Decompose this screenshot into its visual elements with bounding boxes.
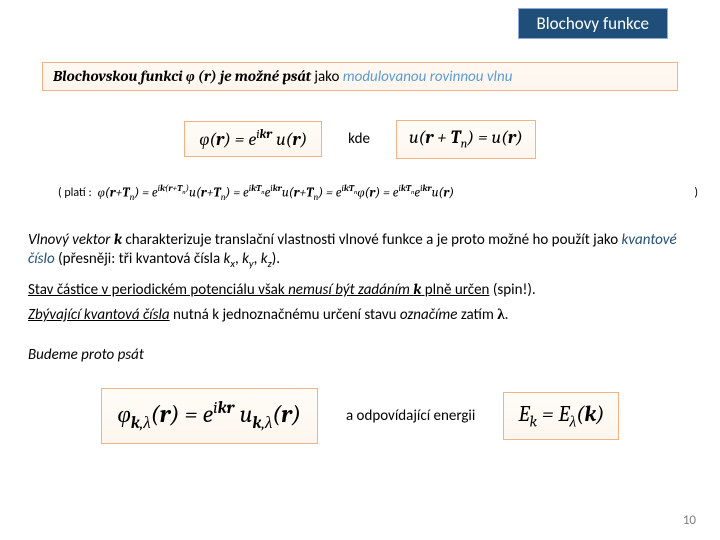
- p1b: charakterizuje translační vlastnosti vln…: [122, 231, 622, 249]
- para-3: Zbývající kvantová čísla nutná k jednozn…: [28, 306, 692, 325]
- p2c: plně určen: [421, 281, 489, 299]
- p3d: .: [505, 306, 509, 324]
- p2spin: (spin!).: [489, 281, 535, 299]
- p3a: Zbývající kvantová čísla: [28, 306, 170, 324]
- plati-open: ( platí :: [58, 186, 92, 200]
- p3ozn: označíme: [400, 306, 458, 324]
- p1kx: kx: [224, 250, 235, 268]
- p2nem: nemusí být zadáním: [288, 281, 410, 299]
- equation-row-2: φk,λ(r) = eik·r uk,λ(r) a odpovídající e…: [0, 388, 720, 444]
- p1d: ).: [272, 250, 280, 268]
- para-4: Budeme proto psát: [28, 346, 692, 365]
- kde-label: kde: [348, 130, 370, 148]
- para-1: Vlnový vektor k charakterizuje translačn…: [28, 230, 692, 271]
- eq-u: u(r + Tn) = u(r): [396, 120, 536, 159]
- p3c: zatím: [457, 306, 497, 324]
- stmt-mid: je možné psát: [217, 67, 315, 85]
- para-2: Stav částice v periodickém potenciálu vš…: [28, 280, 692, 300]
- plati-close: ): [694, 186, 698, 200]
- statement-box: Blochovskou funkci φ (r) je možné psát j…: [42, 62, 678, 91]
- equation-row-1: φ(r) = eik·r u(r) kde u(r + Tn) = u(r): [0, 120, 720, 159]
- eq-phi-kl: φk,λ(r) = eik·r uk,λ(r): [101, 388, 318, 444]
- stmt-mod: modulovanou rovinnou vlnu: [343, 68, 513, 86]
- p1a: Vlnový vektor: [28, 231, 114, 249]
- page-number: 10: [683, 513, 696, 528]
- p2a: Stav částice v periodickém potenciálu vš…: [28, 281, 288, 299]
- stmt-phi: φ (r): [186, 67, 217, 85]
- slide-title: Blochovy funkce: [518, 8, 668, 39]
- stmt-tail: jako: [314, 68, 342, 86]
- plati-proof: φ(r+Tn) = eik·(r+Tn)u(r+Tn) = eik·Tneik·…: [98, 184, 689, 203]
- energy-label: a odpovídající energii: [346, 407, 475, 425]
- p1k: k: [114, 230, 122, 248]
- p1ky: ky: [242, 250, 254, 268]
- eq-energy: Ek = Eλ(k): [503, 392, 619, 440]
- p3lam: λ: [497, 307, 504, 323]
- eq-phi: φ(r) = eik·r u(r): [184, 121, 322, 157]
- proof-row: ( platí : φ(r+Tn) = eik·(r+Tn)u(r+Tn) = …: [58, 184, 698, 203]
- stmt-pre-txt: Blochovskou funkci: [53, 67, 186, 85]
- p3b: nutná k jednoznačnému určení stavu: [170, 306, 400, 324]
- stmt-pre: Blochovskou funkci: [53, 68, 186, 86]
- p1c: (přesněji: tři kvantová čísla: [55, 250, 224, 268]
- p1kz: kz: [261, 250, 272, 268]
